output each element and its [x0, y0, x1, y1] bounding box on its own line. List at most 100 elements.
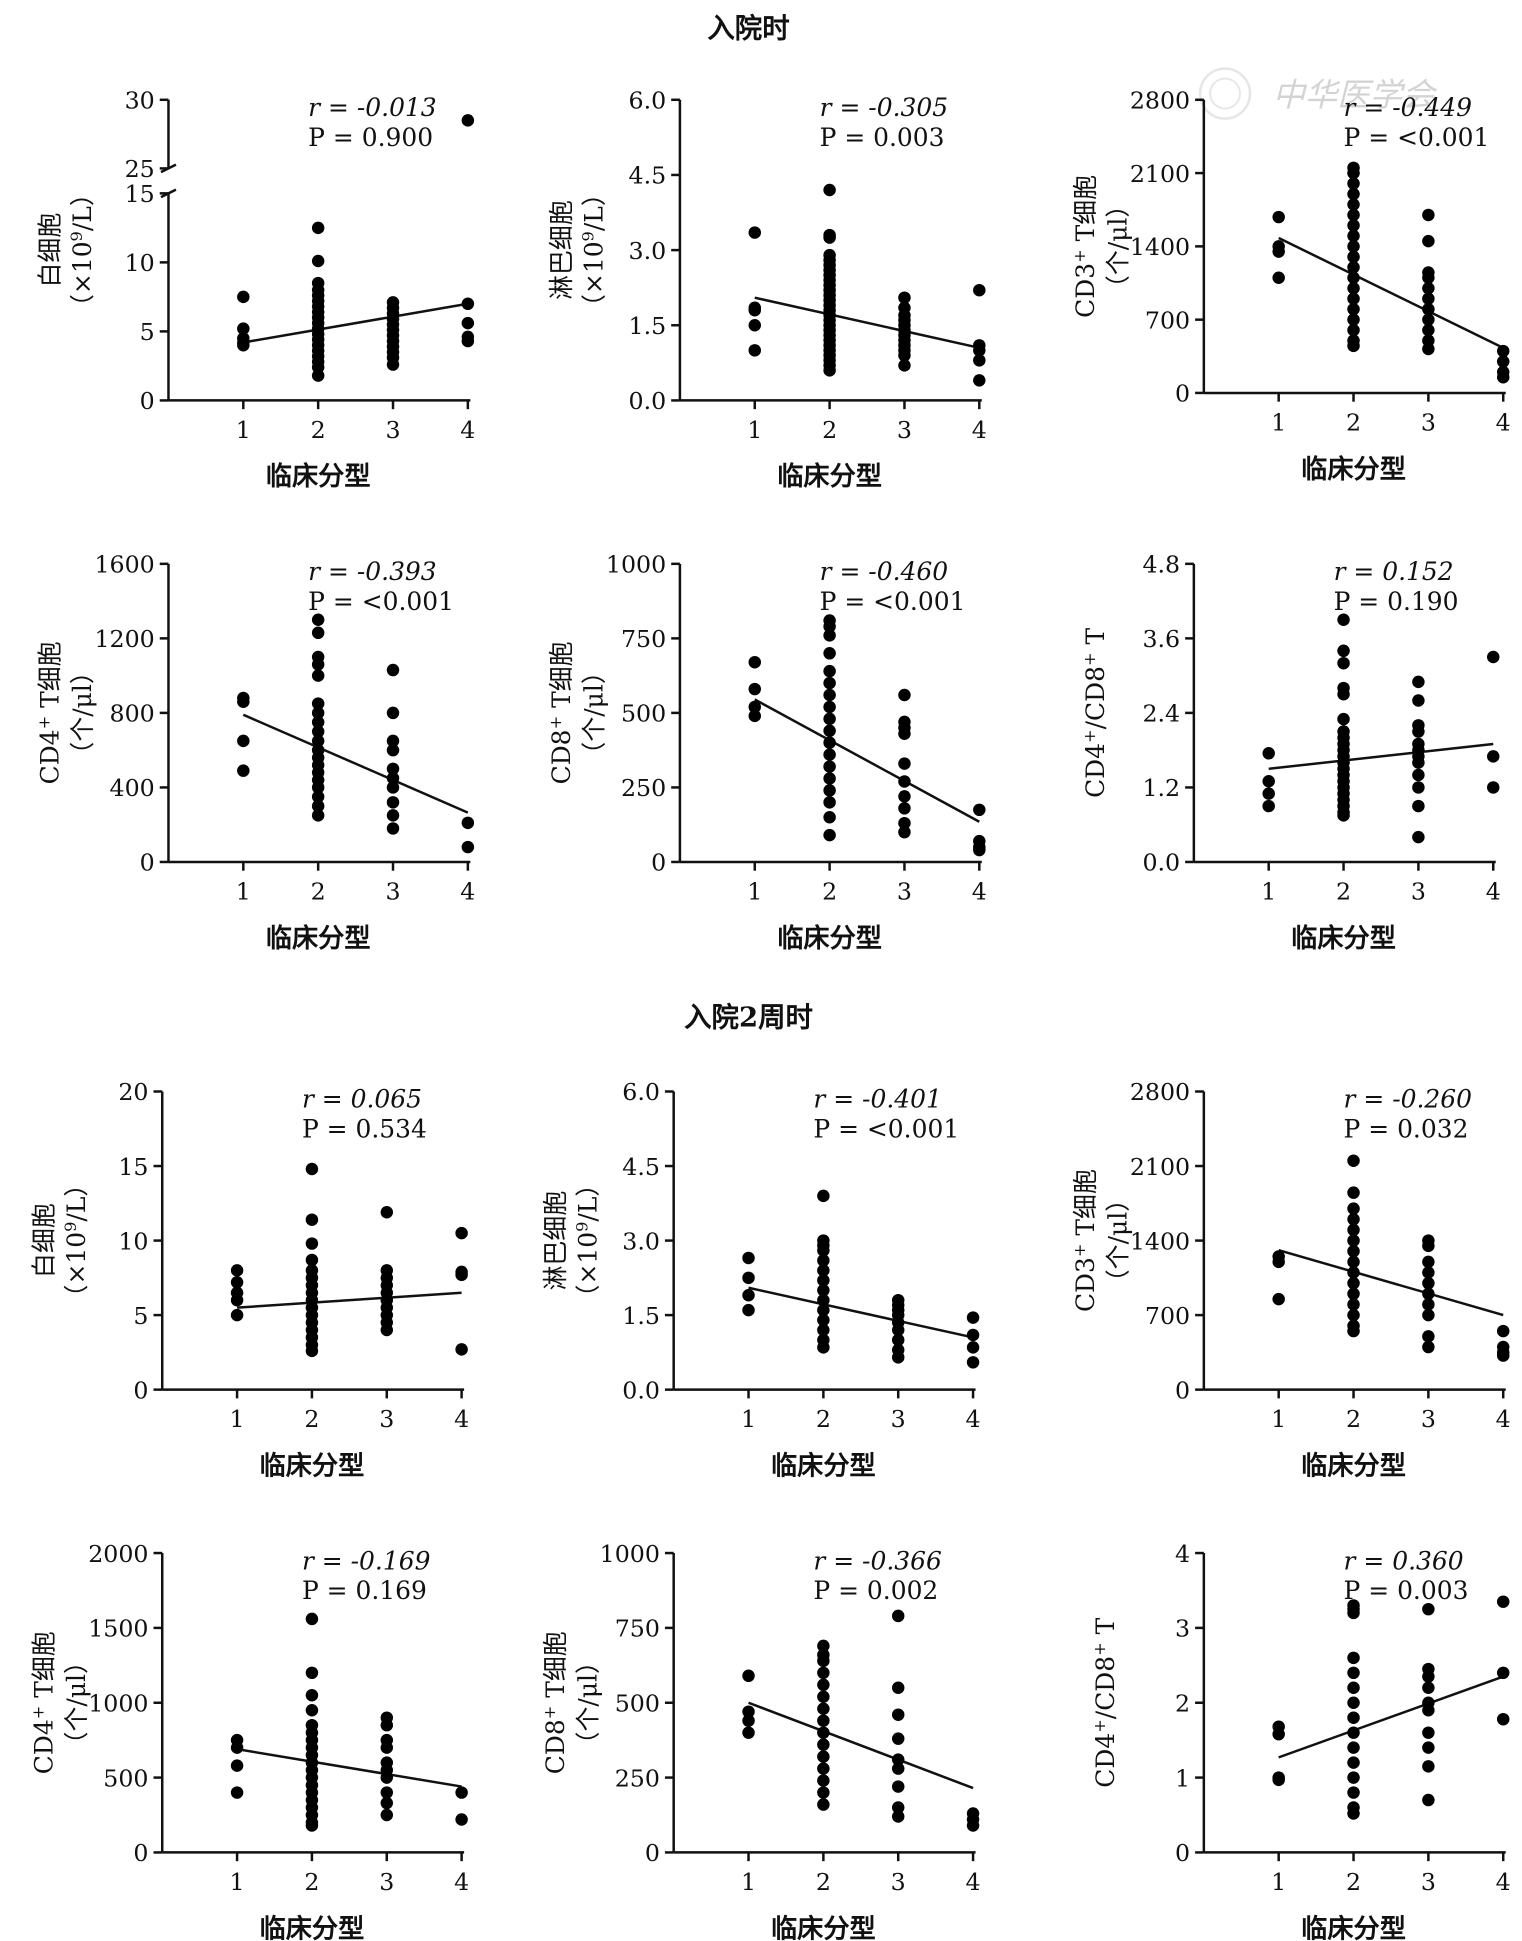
data-point — [1422, 313, 1435, 326]
data-point — [742, 1705, 755, 1718]
data-point — [1337, 688, 1350, 701]
data-point — [455, 1268, 468, 1282]
superscript: + — [1080, 652, 1099, 666]
x-tick-label: 3 — [385, 416, 400, 444]
p-value: P = <0.001 — [820, 587, 966, 616]
data-point — [311, 790, 325, 803]
p-value: P = 0.003 — [820, 123, 945, 152]
y-axis-label: （×109/L） — [60, 1172, 91, 1310]
label-part: /L） — [573, 1172, 602, 1222]
x-tick-label: 3 — [379, 1405, 394, 1433]
data-point — [1347, 1756, 1360, 1769]
regression-line — [754, 698, 980, 823]
y-tick-label: 750 — [615, 1615, 660, 1643]
data-point — [1412, 799, 1425, 813]
data-point — [823, 664, 836, 678]
data-point — [305, 1237, 319, 1250]
data-point — [1487, 750, 1500, 763]
data-point — [1422, 1602, 1435, 1616]
x-tick-label: 3 — [385, 877, 400, 905]
data-point — [966, 1356, 980, 1369]
data-point — [455, 1226, 468, 1240]
label-part: （个/μl） — [68, 659, 97, 766]
label-part: 淋巴细胞 — [541, 1191, 570, 1291]
data-point — [1347, 229, 1360, 243]
data-point — [1412, 768, 1425, 782]
data-point — [1337, 656, 1350, 670]
data-point — [230, 1276, 244, 1289]
data-point — [305, 1703, 319, 1717]
data-point — [1347, 1255, 1360, 1269]
data-point — [973, 803, 986, 817]
data-point — [1496, 1595, 1510, 1608]
y-tick-label: 6.0 — [622, 1078, 660, 1106]
y-tick-label: 20 — [118, 1078, 148, 1106]
correlation-r: r = -0.013 — [308, 93, 436, 122]
data-point — [817, 1726, 830, 1739]
y-tick-label: 3.6 — [1142, 625, 1180, 653]
label-part: CD4 — [1091, 1733, 1120, 1788]
data-point — [1487, 781, 1500, 794]
regression-line — [236, 1747, 462, 1788]
data-point — [966, 1311, 980, 1324]
data-point — [891, 1753, 905, 1766]
data-point — [386, 781, 400, 794]
superscript: + — [546, 716, 565, 730]
label-part: CD3 — [1071, 1257, 1100, 1312]
data-point — [742, 1271, 755, 1285]
data-point — [1262, 774, 1275, 788]
data-point — [1422, 1298, 1435, 1311]
data-point — [1496, 355, 1510, 368]
data-point — [1347, 1771, 1360, 1784]
data-point — [817, 1264, 830, 1277]
x-tick-label: 3 — [1421, 408, 1436, 436]
y-tick-label: 1400 — [1130, 1227, 1190, 1255]
y-tick-label: 15 — [125, 180, 155, 208]
data-point — [386, 358, 400, 371]
data-point — [1347, 1298, 1360, 1311]
data-point — [305, 1666, 319, 1680]
data-point — [748, 655, 761, 669]
data-point — [817, 1303, 830, 1317]
data-point — [817, 1654, 830, 1668]
x-tick-label: 4 — [1496, 1868, 1511, 1896]
label-part: T细胞 — [36, 641, 65, 715]
y-tick-label: 0 — [645, 1839, 660, 1867]
data-point — [380, 1771, 394, 1784]
data-point — [311, 613, 325, 626]
x-axis-label: 临床分型 — [260, 1450, 365, 1481]
x-tick-label: 3 — [897, 877, 912, 905]
data-point — [817, 1293, 830, 1307]
label-part: （×10 — [62, 1232, 91, 1310]
y-tick-label: 4.5 — [629, 162, 667, 190]
y-tick-label: 700 — [1145, 306, 1190, 334]
data-point — [1347, 1324, 1360, 1338]
p-value: P = 0.002 — [813, 1576, 938, 1605]
regression-line — [236, 1291, 462, 1309]
data-point — [823, 748, 836, 761]
superscript: + — [28, 1706, 47, 1720]
superscript: 9 — [60, 1222, 79, 1232]
x-axis-label: 临床分型 — [266, 461, 371, 492]
data-point — [817, 1678, 830, 1692]
data-point — [1347, 250, 1360, 264]
data-point — [742, 1726, 755, 1739]
data-point — [311, 715, 325, 729]
data-point — [817, 1666, 830, 1680]
data-point — [311, 254, 325, 268]
x-axis-label: 临床分型 — [771, 1913, 876, 1941]
data-point — [1347, 302, 1360, 316]
data-point — [386, 762, 400, 776]
y-tick-label: 0 — [133, 1376, 148, 1404]
x-axis-label: 临床分型 — [266, 923, 371, 954]
x-tick-label: 1 — [1271, 408, 1286, 436]
data-point — [898, 349, 911, 362]
data-point — [966, 1328, 980, 1342]
data-point — [973, 354, 986, 367]
data-point — [817, 1313, 830, 1327]
data-point — [966, 1341, 980, 1354]
y-axis-label: 白细胞 — [29, 1203, 58, 1278]
label-part: T — [1081, 628, 1110, 653]
x-tick-label: 1 — [1261, 877, 1276, 905]
